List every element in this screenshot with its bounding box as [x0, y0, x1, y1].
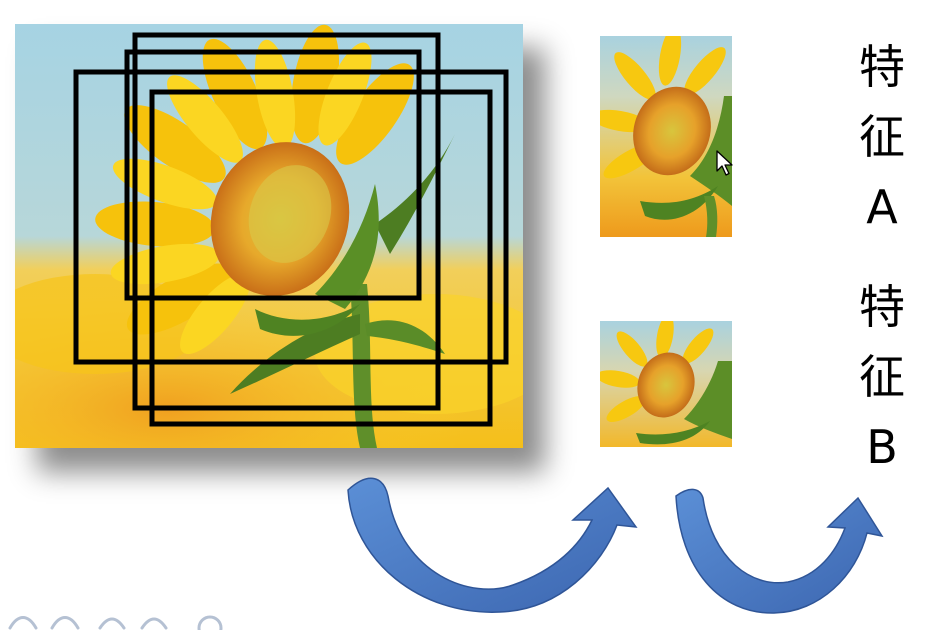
sunflower-photo [15, 24, 523, 448]
feature-a-char-1: 特 [859, 40, 905, 94]
sunflower-crop-b [600, 321, 732, 447]
crop-thumbnail-a [600, 36, 732, 237]
watermark-logo [8, 615, 223, 630]
feature-a-char-2: 征 [859, 110, 905, 164]
feature-b-char-2: 征 [859, 350, 905, 404]
feature-label-a: 特 征 A [852, 32, 912, 242]
sunflower-illustration [15, 24, 523, 448]
feature-b-letter: B [866, 420, 898, 474]
crop-thumbnail-b [600, 321, 732, 447]
sunflower-crop-a [600, 36, 732, 237]
feature-b-char-1: 特 [859, 280, 905, 334]
feature-a-letter: A [866, 180, 898, 234]
curved-arrow-2 [675, 488, 884, 614]
curved-arrow-1 [347, 477, 638, 613]
mouse-cursor-icon [716, 150, 733, 176]
feature-label-b: 特 征 B [852, 272, 912, 482]
